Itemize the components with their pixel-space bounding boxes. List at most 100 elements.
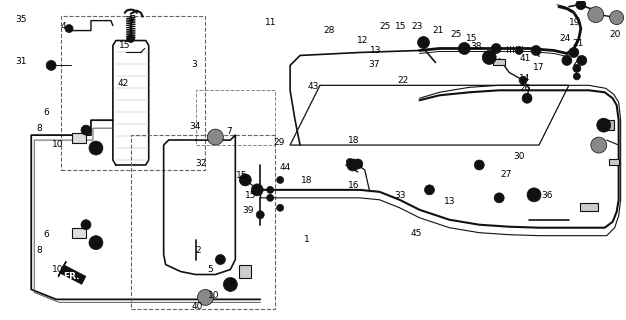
Bar xyxy=(131,135,275,309)
Text: 40: 40 xyxy=(192,302,203,311)
Circle shape xyxy=(515,46,523,54)
Circle shape xyxy=(256,211,264,219)
Text: 35: 35 xyxy=(16,15,27,24)
Text: 4: 4 xyxy=(61,22,66,31)
Circle shape xyxy=(81,220,91,230)
Circle shape xyxy=(519,76,527,84)
Text: 28: 28 xyxy=(323,27,334,36)
Circle shape xyxy=(277,204,284,211)
Circle shape xyxy=(239,174,251,186)
Bar xyxy=(61,16,205,170)
Text: 30: 30 xyxy=(513,152,525,161)
Text: 25: 25 xyxy=(451,30,462,39)
Text: 22: 22 xyxy=(398,76,409,85)
Text: 15: 15 xyxy=(119,41,130,50)
Circle shape xyxy=(267,194,274,201)
Circle shape xyxy=(424,185,434,195)
Text: 11: 11 xyxy=(265,19,276,28)
Text: 8: 8 xyxy=(36,246,42,255)
Text: 10: 10 xyxy=(52,265,63,275)
FancyArrowPatch shape xyxy=(58,262,85,284)
Circle shape xyxy=(494,193,504,203)
Text: 27: 27 xyxy=(501,170,512,179)
Text: 15: 15 xyxy=(235,172,247,180)
Text: 36: 36 xyxy=(541,190,553,200)
Text: 20: 20 xyxy=(610,30,621,39)
Text: 31: 31 xyxy=(16,57,27,66)
Circle shape xyxy=(65,25,73,33)
Text: 21: 21 xyxy=(432,27,443,36)
Bar xyxy=(580,203,598,211)
Circle shape xyxy=(89,141,103,155)
Circle shape xyxy=(198,289,213,305)
Circle shape xyxy=(353,159,363,169)
Text: 32: 32 xyxy=(195,159,207,168)
Text: 43: 43 xyxy=(307,82,319,91)
Circle shape xyxy=(591,137,607,153)
Circle shape xyxy=(588,7,603,23)
Circle shape xyxy=(569,47,579,58)
Text: 29: 29 xyxy=(273,138,284,147)
Circle shape xyxy=(207,129,223,145)
Circle shape xyxy=(346,158,353,165)
Text: 26: 26 xyxy=(519,84,531,93)
Text: FR.: FR. xyxy=(63,272,80,281)
Bar xyxy=(600,120,613,130)
Text: 7: 7 xyxy=(226,127,232,136)
Text: 37: 37 xyxy=(368,60,380,69)
Text: 9: 9 xyxy=(229,278,235,287)
Circle shape xyxy=(46,60,56,70)
Text: 8: 8 xyxy=(36,124,42,132)
Text: 41: 41 xyxy=(519,53,531,62)
Text: 34: 34 xyxy=(189,122,200,131)
Circle shape xyxy=(347,159,359,171)
Text: 39: 39 xyxy=(242,206,254,215)
Circle shape xyxy=(482,51,496,64)
Circle shape xyxy=(215,255,225,265)
Bar xyxy=(493,60,505,65)
Text: 12: 12 xyxy=(357,36,369,45)
Circle shape xyxy=(577,55,587,65)
Text: 10: 10 xyxy=(208,291,219,300)
Circle shape xyxy=(127,35,135,43)
Text: 44: 44 xyxy=(279,164,290,172)
Text: 5: 5 xyxy=(207,265,213,275)
Text: 18: 18 xyxy=(301,176,312,185)
Circle shape xyxy=(576,0,586,10)
Circle shape xyxy=(573,73,580,80)
Text: 7: 7 xyxy=(130,15,135,24)
Circle shape xyxy=(475,160,485,170)
Circle shape xyxy=(223,277,237,292)
Text: 38: 38 xyxy=(471,42,482,52)
Text: 1: 1 xyxy=(304,235,310,244)
Bar xyxy=(72,133,86,143)
Text: 45: 45 xyxy=(410,229,421,238)
Text: 25: 25 xyxy=(379,22,391,31)
Circle shape xyxy=(597,118,611,132)
Text: 6: 6 xyxy=(43,230,49,239)
Circle shape xyxy=(491,44,501,53)
Text: 23: 23 xyxy=(411,22,423,31)
Text: 21: 21 xyxy=(572,39,583,48)
Text: 18: 18 xyxy=(348,136,359,145)
Circle shape xyxy=(81,125,91,135)
Text: 10: 10 xyxy=(52,140,63,148)
Text: 2: 2 xyxy=(195,246,200,255)
Circle shape xyxy=(522,93,532,103)
Text: 15: 15 xyxy=(394,22,406,31)
Text: 6: 6 xyxy=(43,108,49,117)
Bar xyxy=(72,228,86,238)
Circle shape xyxy=(610,11,623,25)
Text: 14: 14 xyxy=(519,74,531,83)
Text: 15: 15 xyxy=(245,190,257,200)
Text: 13: 13 xyxy=(444,197,456,206)
Circle shape xyxy=(527,188,541,202)
Circle shape xyxy=(418,36,429,49)
Circle shape xyxy=(277,176,284,183)
Text: 17: 17 xyxy=(533,63,545,72)
Text: 42: 42 xyxy=(117,79,128,88)
Circle shape xyxy=(562,55,572,65)
Text: 33: 33 xyxy=(394,190,406,200)
Text: 3: 3 xyxy=(192,60,197,69)
Text: 24: 24 xyxy=(560,35,571,44)
